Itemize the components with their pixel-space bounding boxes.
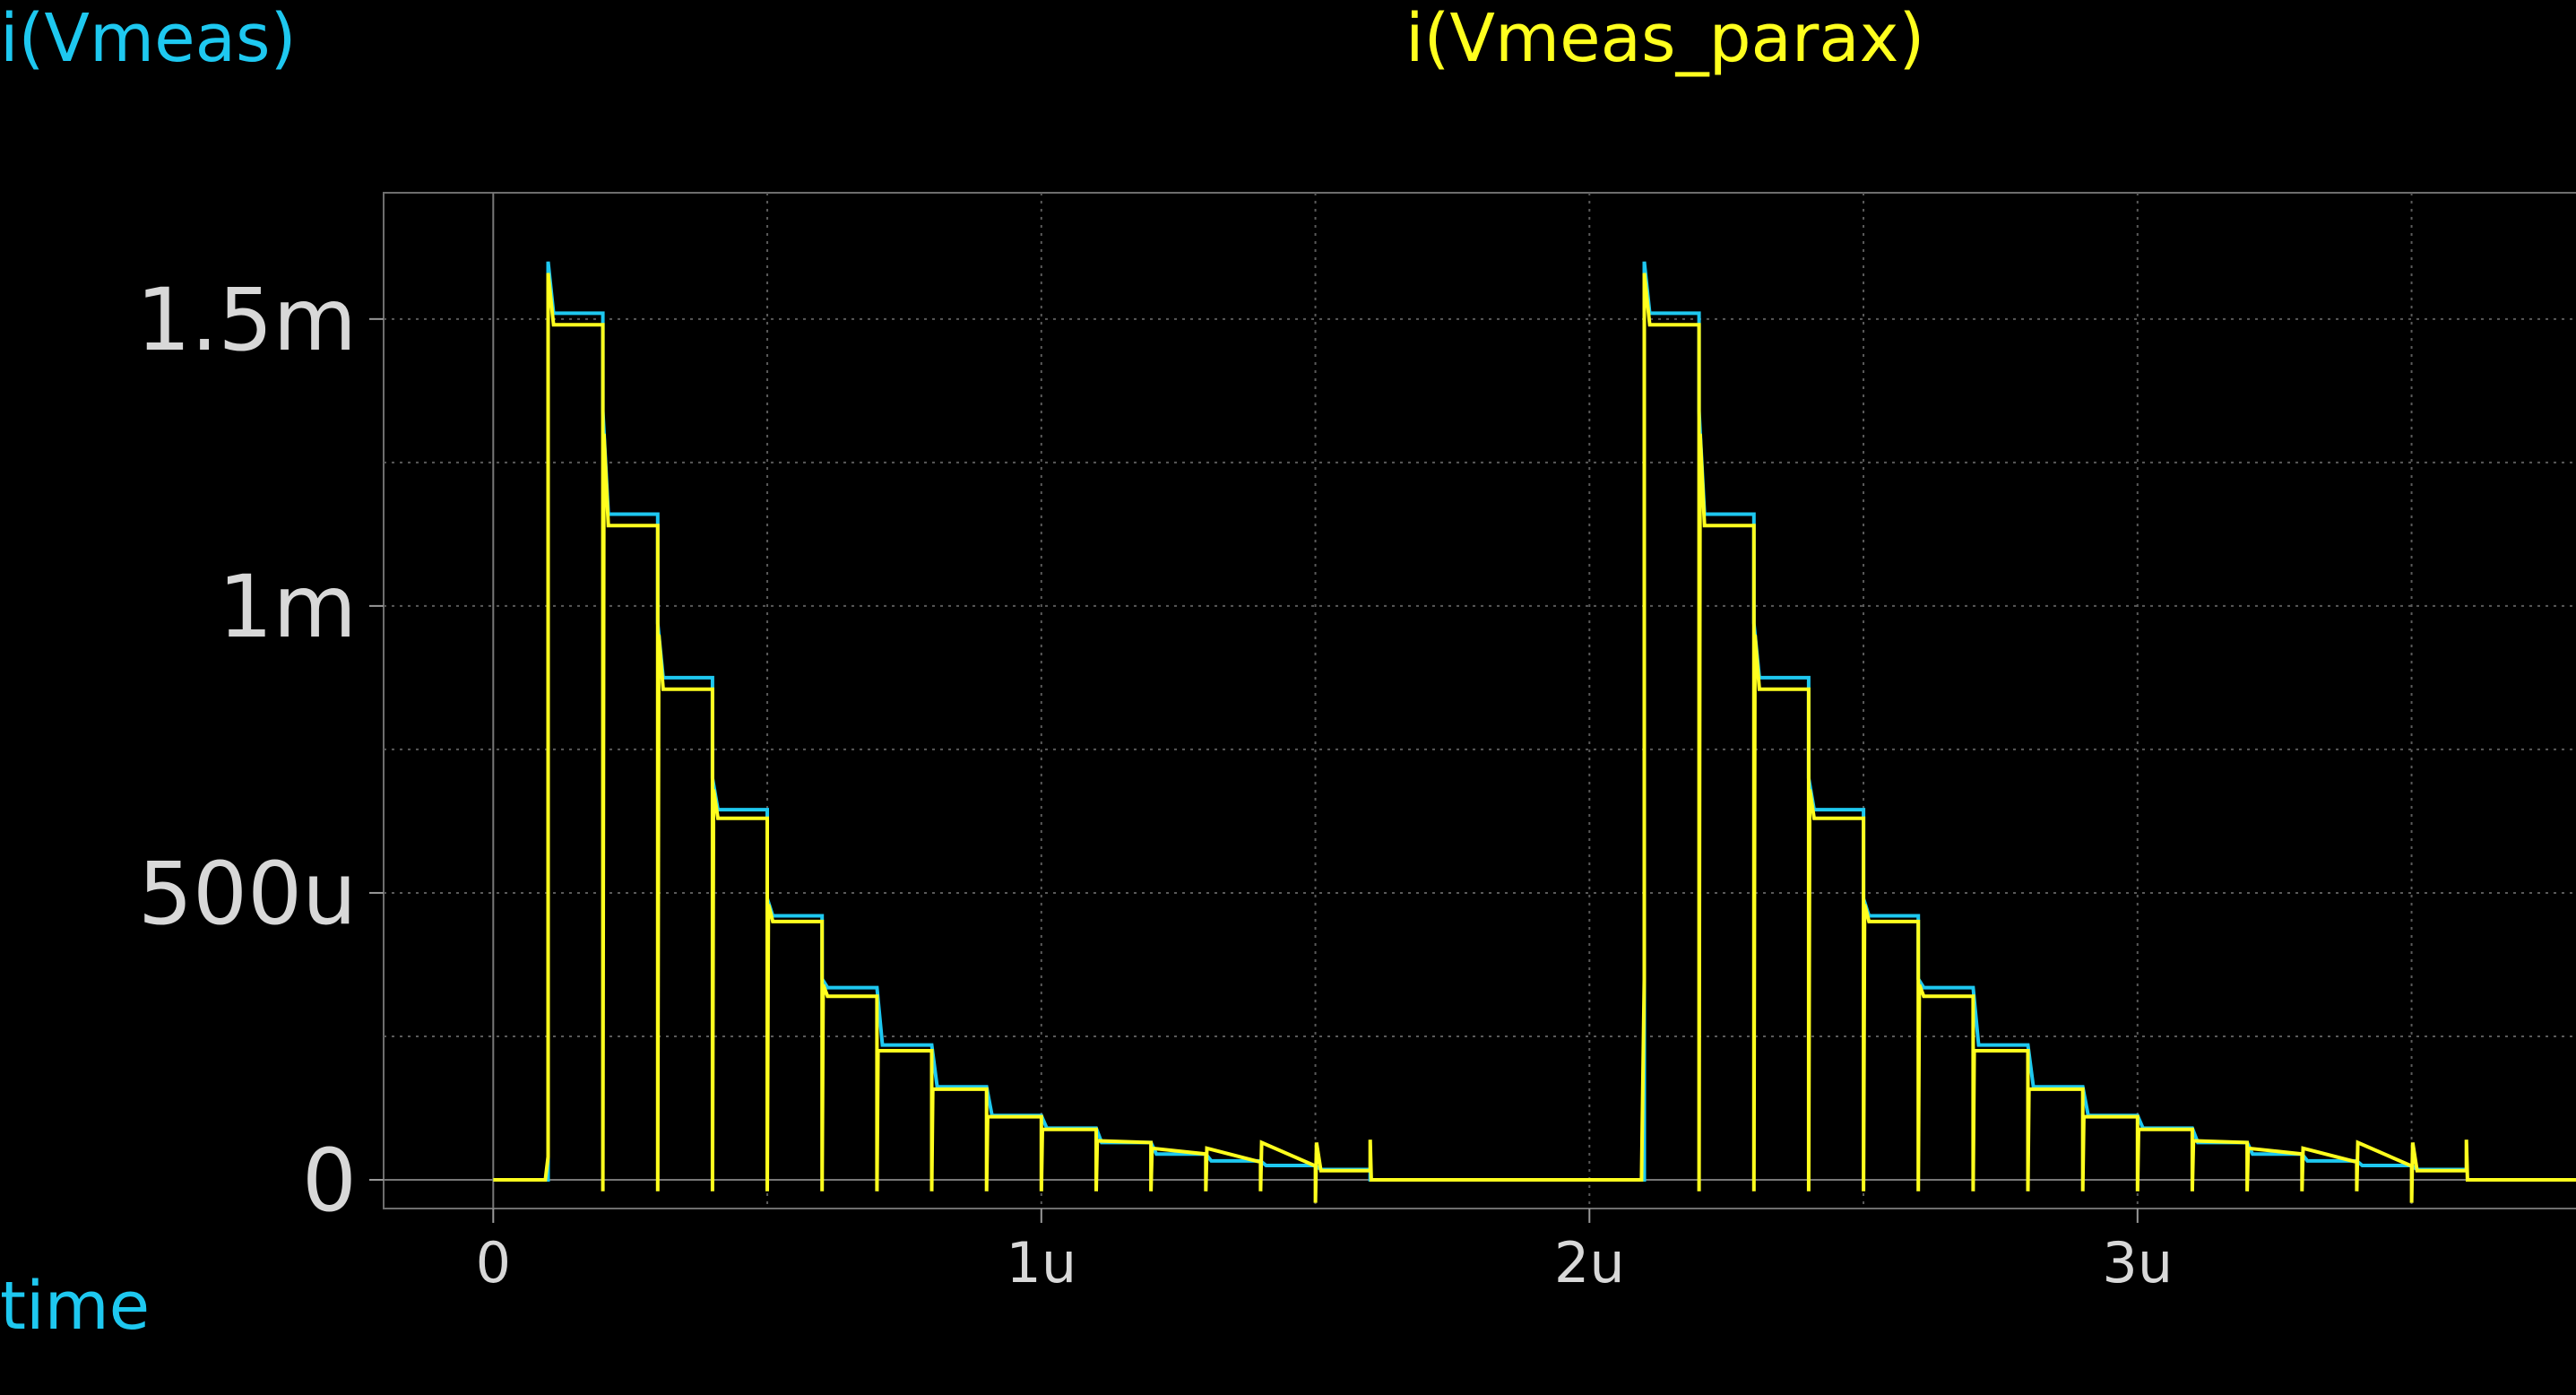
x-tick-label-2: 2u — [1554, 1230, 1625, 1295]
y-tick-label-1: 500u — [138, 844, 357, 944]
x-tick-label-1: 1u — [1006, 1230, 1076, 1295]
y-tick-label-2: 1m — [218, 557, 357, 657]
legend-entry-vmeas[interactable]: i(Vmeas) — [0, 0, 297, 77]
x-tick-label-3: 3u — [2102, 1230, 2173, 1295]
series-line-1 — [493, 273, 2576, 1203]
x-tick-label-0: 0 — [476, 1230, 511, 1295]
y-tick-label-0: 0 — [302, 1131, 357, 1231]
y-tick-label-3: 1.5m — [136, 270, 357, 370]
x-axis-label: time — [0, 1268, 151, 1345]
plot-frame — [383, 192, 2576, 1209]
legend-entry-vmeas-parax[interactable]: i(Vmeas_parax) — [1405, 0, 1925, 77]
series-line-0 — [493, 261, 2467, 1182]
